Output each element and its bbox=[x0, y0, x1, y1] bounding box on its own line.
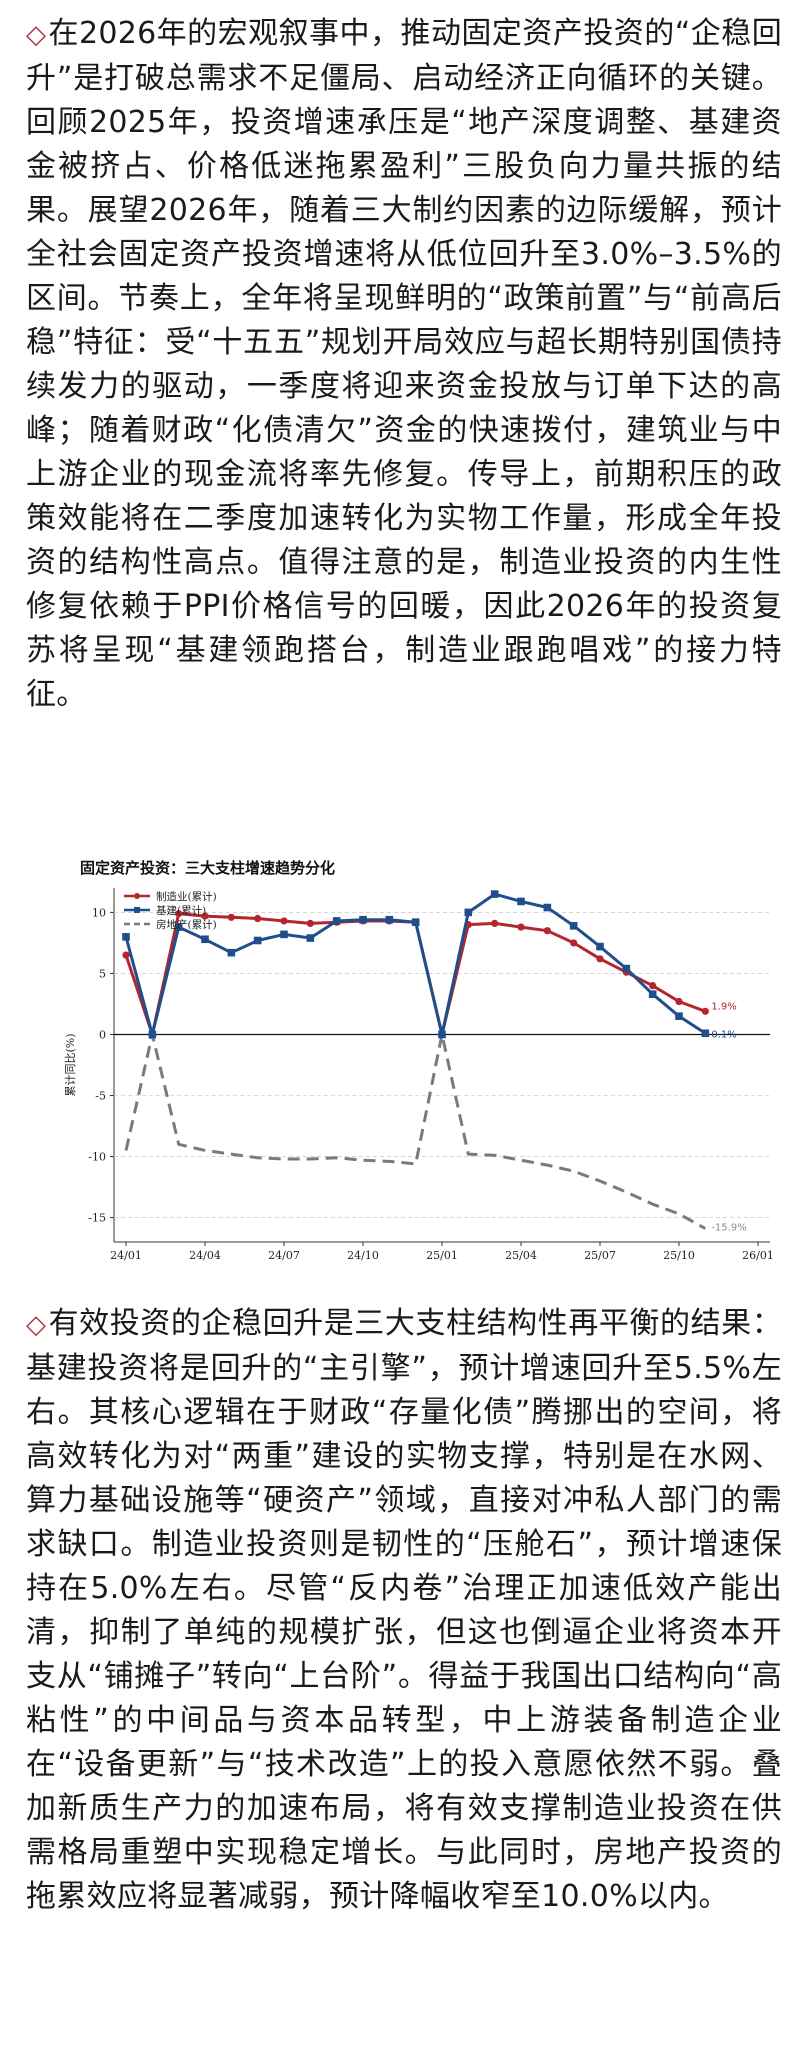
x-tick-label: 25/10 bbox=[663, 1249, 695, 1262]
data-point bbox=[385, 915, 394, 924]
data-point bbox=[306, 919, 314, 927]
data-point bbox=[201, 912, 209, 920]
data-point bbox=[596, 942, 604, 951]
legend-marker bbox=[134, 893, 140, 899]
end-value-label: 1.9% bbox=[711, 1001, 736, 1012]
diamond-marker-icon: ◇ bbox=[26, 20, 47, 50]
data-point bbox=[675, 997, 683, 1006]
data-point bbox=[254, 914, 262, 923]
data-point bbox=[491, 919, 499, 927]
y-axis-label: 累计同比(%) bbox=[64, 1033, 77, 1096]
x-tick-label: 25/04 bbox=[505, 1249, 537, 1262]
end-value-label: 0.1% bbox=[711, 1029, 736, 1040]
paragraph-2: ◇有效投资的企稳回升是三大支柱结构性再平衡的结果：基建投资将是回升的“主引擎”，… bbox=[26, 1302, 782, 1919]
data-point bbox=[438, 1030, 446, 1039]
data-point bbox=[175, 910, 183, 918]
y-tick-label: 10 bbox=[92, 906, 106, 919]
x-tick-label: 24/04 bbox=[189, 1249, 221, 1262]
data-point bbox=[122, 933, 130, 941]
legend-marker bbox=[134, 907, 140, 913]
x-tick-label: 24/07 bbox=[268, 1249, 300, 1262]
data-point bbox=[148, 1030, 157, 1039]
series-line-2 bbox=[124, 1033, 707, 1230]
y-tick-label: 5 bbox=[99, 967, 106, 980]
data-point bbox=[122, 951, 130, 959]
data-point bbox=[675, 1012, 683, 1020]
series-line-0 bbox=[124, 912, 706, 1036]
data-point bbox=[490, 890, 499, 898]
legend-label: 制造业(累计) bbox=[156, 890, 217, 903]
x-tick-label: 26/01 bbox=[742, 1249, 774, 1262]
data-point bbox=[227, 913, 235, 921]
data-point bbox=[227, 948, 236, 957]
chart-title: 固定资产投资：三大支柱增速趋势分化 bbox=[80, 859, 335, 877]
data-point bbox=[359, 915, 367, 924]
legend-label: 基建(累计) bbox=[156, 904, 206, 917]
data-point bbox=[464, 908, 473, 917]
diamond-marker-icon: ◇ bbox=[26, 1310, 47, 1340]
y-tick-label: 0 bbox=[99, 1028, 106, 1041]
data-point bbox=[332, 917, 341, 925]
data-point bbox=[569, 922, 578, 930]
data-point bbox=[280, 917, 288, 925]
data-point bbox=[622, 964, 631, 973]
x-tick-label: 25/07 bbox=[584, 1249, 616, 1262]
x-tick-label: 24/01 bbox=[110, 1249, 142, 1262]
data-point bbox=[517, 923, 525, 931]
data-point bbox=[411, 918, 420, 926]
data-point bbox=[649, 982, 657, 990]
data-point bbox=[280, 930, 288, 939]
data-point bbox=[253, 936, 262, 945]
y-tick-label: -5 bbox=[95, 1090, 106, 1103]
y-tick-label: -10 bbox=[88, 1151, 106, 1164]
paragraph-1-text: 在2026年的宏观叙事中，推动固定资产投资的“企稳回升”是打破总需求不足僵局、启… bbox=[26, 16, 782, 712]
data-point bbox=[543, 927, 551, 935]
data-point bbox=[648, 990, 657, 998]
data-point bbox=[701, 1029, 710, 1038]
investment-trend-chart: 固定资产投资：三大支柱增速趋势分化 10 5 0 -5 -10 -15 24/01 24/04… bbox=[60, 842, 780, 1282]
data-point bbox=[174, 923, 183, 931]
data-point bbox=[201, 935, 209, 944]
data-point bbox=[543, 903, 552, 912]
data-point bbox=[517, 897, 525, 906]
end-value-label: -15.9% bbox=[711, 1223, 746, 1234]
x-tick-label: 24/10 bbox=[347, 1249, 379, 1262]
data-point bbox=[570, 939, 578, 947]
data-point bbox=[701, 1007, 709, 1015]
paragraph-2-text: 有效投资的企稳回升是三大支柱结构性再平衡的结果：基建投资将是回升的“主引擎”，预… bbox=[26, 1306, 783, 1914]
chart-svg: 固定资产投资：三大支柱增速趋势分化 10 5 0 -5 -10 -15 24/01 24/04… bbox=[64, 859, 774, 1262]
legend-label: 房地产(累计) bbox=[156, 918, 217, 931]
paragraph-1: ◇在2026年的宏观叙事中，推动固定资产投资的“企稳回升”是打破总需求不足僵局、… bbox=[26, 12, 782, 717]
data-point bbox=[596, 955, 604, 963]
data-point bbox=[306, 934, 315, 942]
x-tick-label: 25/01 bbox=[426, 1249, 458, 1262]
y-tick-label: -15 bbox=[88, 1212, 106, 1225]
